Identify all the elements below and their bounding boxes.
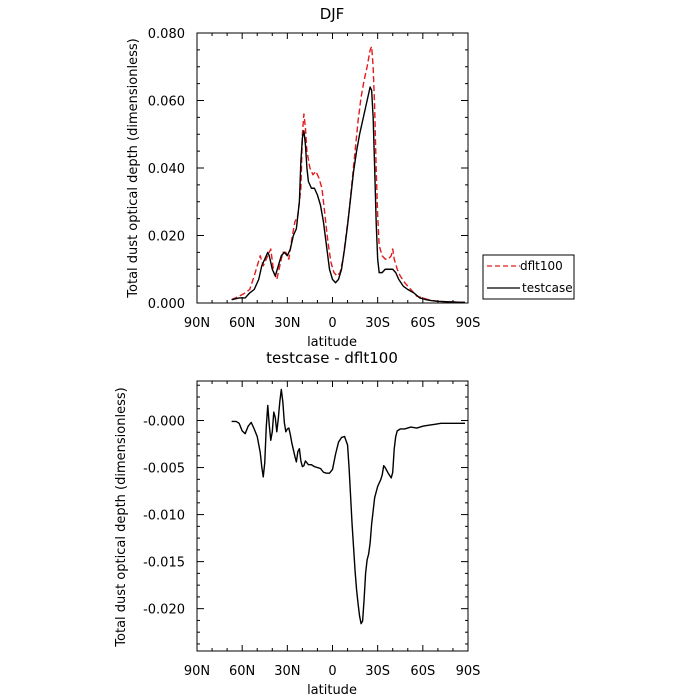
x-tick-label: 90N	[184, 664, 210, 679]
x-tick-label: 60S	[410, 316, 435, 331]
axis-ticks: 90N 60N 30N 0 30S 60S 90S -0.020 -0.015 -0.010 -0.…	[143, 381, 480, 679]
x-tick-label: 60N	[229, 664, 255, 679]
legend-label-testcase: testcase	[522, 281, 573, 295]
chart-djf: DJF 90N 60N 30N 0 30S 60S 90S 0.000 0.020 0.040 0.…	[126, 5, 575, 350]
y-tick-label: -0.010	[143, 509, 185, 524]
y-axis-label: Total dust optical depth (dimensionless)	[114, 387, 129, 647]
chart-title: testcase - dflt100	[266, 349, 398, 367]
series-line-dflt100	[231, 45, 465, 304]
y-tick-label: 0.060	[148, 95, 185, 110]
legend: dflt100 testcase	[482, 254, 575, 300]
y-tick-label: 0.080	[148, 27, 185, 42]
x-tick-label: 90S	[456, 316, 481, 331]
y-tick-label: -0.015	[143, 556, 185, 571]
y-axis-label: Total dust optical depth (dimensionless)	[126, 38, 141, 298]
y-tick-label: -0.020	[143, 603, 185, 618]
x-tick-label: 30N	[274, 664, 300, 679]
plot-frame	[196, 32, 469, 304]
x-axis-label: latitude	[307, 683, 357, 698]
y-tick-label: 0.040	[148, 162, 185, 177]
series-group	[231, 388, 465, 625]
series-line-difference	[231, 388, 465, 625]
series-group	[231, 45, 465, 304]
axis-ticks: 90N 60N 30N 0 30S 60S 90S 0.000 0.020 0.040 0.060 0…	[148, 27, 481, 331]
legend-label-dflt100: dflt100	[520, 259, 563, 273]
x-tick-label: 0	[328, 316, 336, 331]
x-tick-label: 90N	[184, 316, 210, 331]
legend-box	[482, 254, 575, 300]
x-axis-label: latitude	[307, 335, 357, 350]
chart-title: DJF	[320, 5, 345, 23]
y-tick-label: -0.005	[143, 462, 185, 477]
x-tick-label: 30S	[365, 664, 390, 679]
chart-difference: testcase - dflt100 90N 60N 30N 0 30S 60S 90S -0…	[114, 349, 480, 698]
series-line-testcase	[231, 86, 465, 304]
y-tick-label: 0.020	[148, 230, 185, 245]
y-tick-label: -0.000	[143, 415, 185, 430]
x-tick-label: 90S	[456, 664, 481, 679]
x-tick-label: 60N	[229, 316, 255, 331]
x-tick-label: 30N	[274, 316, 300, 331]
plot-frame	[196, 380, 469, 652]
x-tick-label: 60S	[410, 664, 435, 679]
x-tick-label: 30S	[365, 316, 390, 331]
y-tick-label: 0.000	[148, 297, 185, 312]
x-tick-label: 0	[328, 664, 336, 679]
